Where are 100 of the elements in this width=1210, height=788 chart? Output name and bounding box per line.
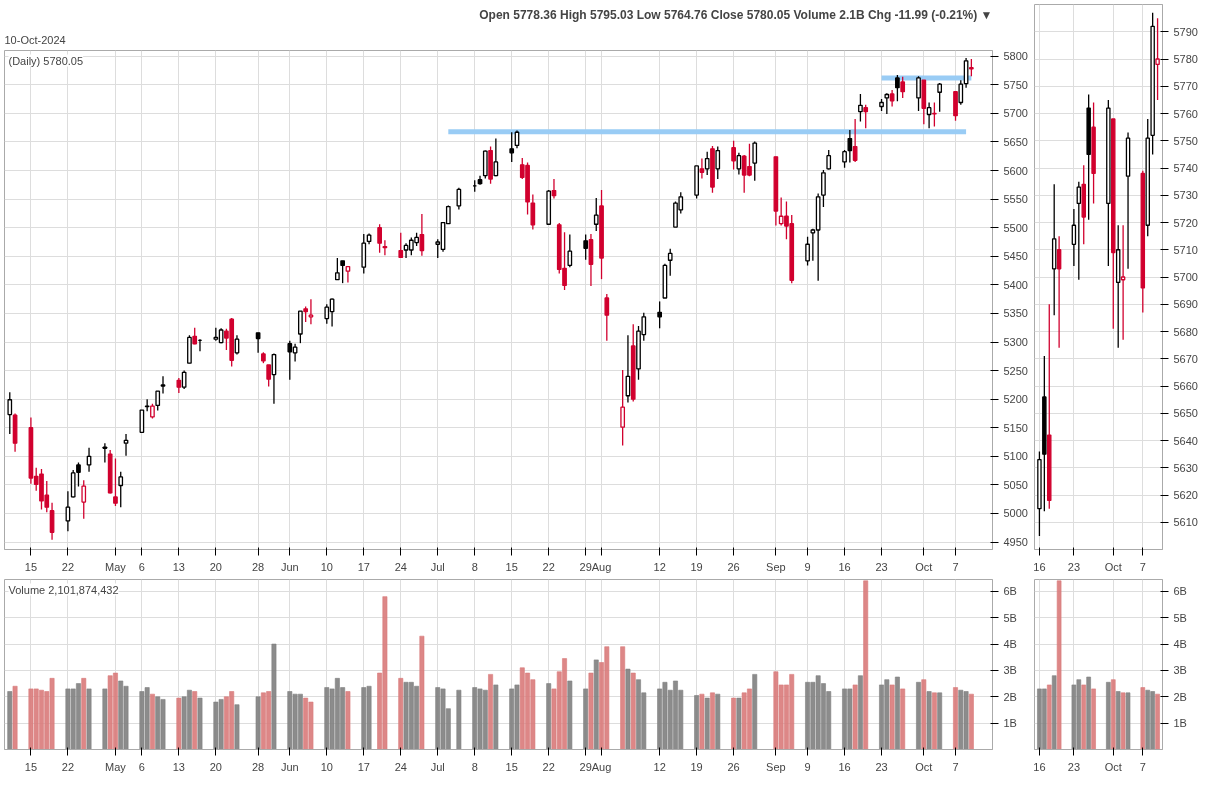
y-tick-label: 5350 — [1003, 307, 1028, 320]
x-tick-label: 19 — [690, 760, 703, 773]
bar — [345, 691, 351, 750]
x-tick-label: Oct — [915, 760, 933, 773]
bar — [1155, 693, 1160, 750]
y-tick-label: 6B — [1173, 585, 1187, 598]
x-tick-label: Aug — [591, 560, 612, 573]
y-tick-label: 5750 — [1173, 134, 1198, 147]
candlestick — [821, 169, 826, 208]
x-tick-label: 22 — [61, 560, 75, 573]
bar — [1106, 681, 1111, 750]
x-tick-label: Aug — [591, 760, 612, 773]
bar — [630, 672, 636, 750]
y-tick-label: 5770 — [1173, 80, 1198, 93]
y-tick-label: 5450 — [1003, 250, 1028, 263]
y-tick-label: 2B — [1173, 690, 1187, 703]
candlestick — [308, 298, 314, 325]
x-tick-label: 19 — [690, 560, 703, 573]
bar — [889, 684, 895, 750]
bar — [197, 697, 203, 750]
y-tick-label: 5200 — [1003, 393, 1028, 406]
x-tick-label: 12 — [653, 760, 666, 773]
bar — [1056, 580, 1062, 750]
candlestick — [298, 310, 303, 344]
bar — [953, 687, 958, 750]
y-tick-label: 5630 — [1173, 461, 1198, 474]
x-tick-label: 23 — [1067, 760, 1081, 773]
x-tick-label: 7 — [952, 760, 959, 773]
candlestick — [704, 151, 710, 176]
bar — [255, 696, 261, 750]
x-tick-label: 15 — [505, 760, 518, 773]
candlestick — [118, 471, 124, 508]
candlestick — [604, 293, 610, 342]
y-tick-label: 5050 — [1003, 478, 1028, 491]
x-tick-label: 9 — [804, 760, 811, 773]
y-tick-label: 5660 — [1173, 380, 1198, 392]
y-tick-label: 2B — [1003, 690, 1017, 703]
bar — [715, 693, 721, 750]
bar — [1081, 684, 1086, 750]
y-tick-label: 5B — [1003, 611, 1017, 624]
y-tick-label: 5750 — [1003, 78, 1028, 91]
candlestick — [858, 93, 863, 123]
x-tick-label: Oct — [1104, 560, 1122, 573]
x-tick-label: May — [105, 560, 127, 573]
y-tick-label: 5730 — [1173, 189, 1198, 202]
candlestick — [884, 92, 890, 115]
candlestick — [667, 248, 673, 277]
candlestick — [937, 82, 943, 113]
bar — [900, 688, 906, 750]
y-tick-label: 5500 — [1003, 221, 1028, 234]
bar — [234, 704, 240, 750]
candlestick — [266, 364, 272, 388]
x-tick-label: 28 — [251, 760, 265, 773]
y-tick-label: 5650 — [1173, 407, 1198, 420]
x-tick-label: 20 — [209, 760, 222, 773]
candlestick — [593, 197, 599, 232]
y-tick-label: 5250 — [1003, 364, 1028, 377]
y-tick-label: 5000 — [1003, 507, 1028, 520]
bar — [736, 697, 742, 750]
y-tick-label: 5790 — [1173, 25, 1198, 38]
candlestick — [493, 137, 499, 177]
bar — [1140, 687, 1146, 750]
bar — [1086, 676, 1091, 750]
y-tick-label: 5620 — [1173, 489, 1198, 501]
x-tick-label: Sep — [766, 760, 786, 773]
x-tick-label: 16 — [1033, 560, 1046, 573]
chart-subtitle: 10-Oct-2024 — [4, 33, 66, 46]
bar — [894, 676, 900, 750]
bar — [493, 684, 499, 750]
y-tick-label: 5600 — [1003, 164, 1028, 177]
x-tick-label: 24 — [394, 760, 407, 773]
candlestick — [731, 140, 736, 171]
y-tick-label: 5B — [1173, 611, 1187, 624]
candlestick — [805, 236, 810, 267]
x-tick-label: 28 — [251, 560, 265, 573]
bar — [937, 692, 943, 750]
x-tick-label: Jul — [430, 560, 445, 573]
bar — [546, 683, 552, 750]
candlestick — [334, 257, 340, 281]
x-tick-label: 23 — [875, 760, 888, 773]
bar — [150, 693, 155, 750]
y-tick-label: 5780 — [1173, 53, 1198, 65]
candlestick — [530, 193, 536, 231]
y-tick-label: 5650 — [1003, 135, 1028, 148]
x-tick-label: 10 — [320, 560, 333, 573]
bar — [81, 678, 87, 750]
annotation: (Daily) 5780.05 — [8, 54, 84, 67]
annotation: Volume 2,101,874,432 — [8, 583, 119, 596]
y-tick-label: 5700 — [1003, 107, 1028, 120]
bar — [704, 697, 710, 750]
bar — [620, 646, 626, 750]
x-tick-label: 26 — [727, 560, 740, 573]
candlestick — [715, 145, 721, 180]
x-tick-label: 7 — [1139, 560, 1146, 573]
x-tick-label: 8 — [471, 760, 478, 773]
bar — [931, 692, 937, 750]
bar — [398, 678, 404, 750]
x-tick-label: 7 — [952, 560, 959, 573]
y-tick-label: 5550 — [1003, 193, 1028, 206]
x-tick-label: 26 — [727, 760, 740, 773]
